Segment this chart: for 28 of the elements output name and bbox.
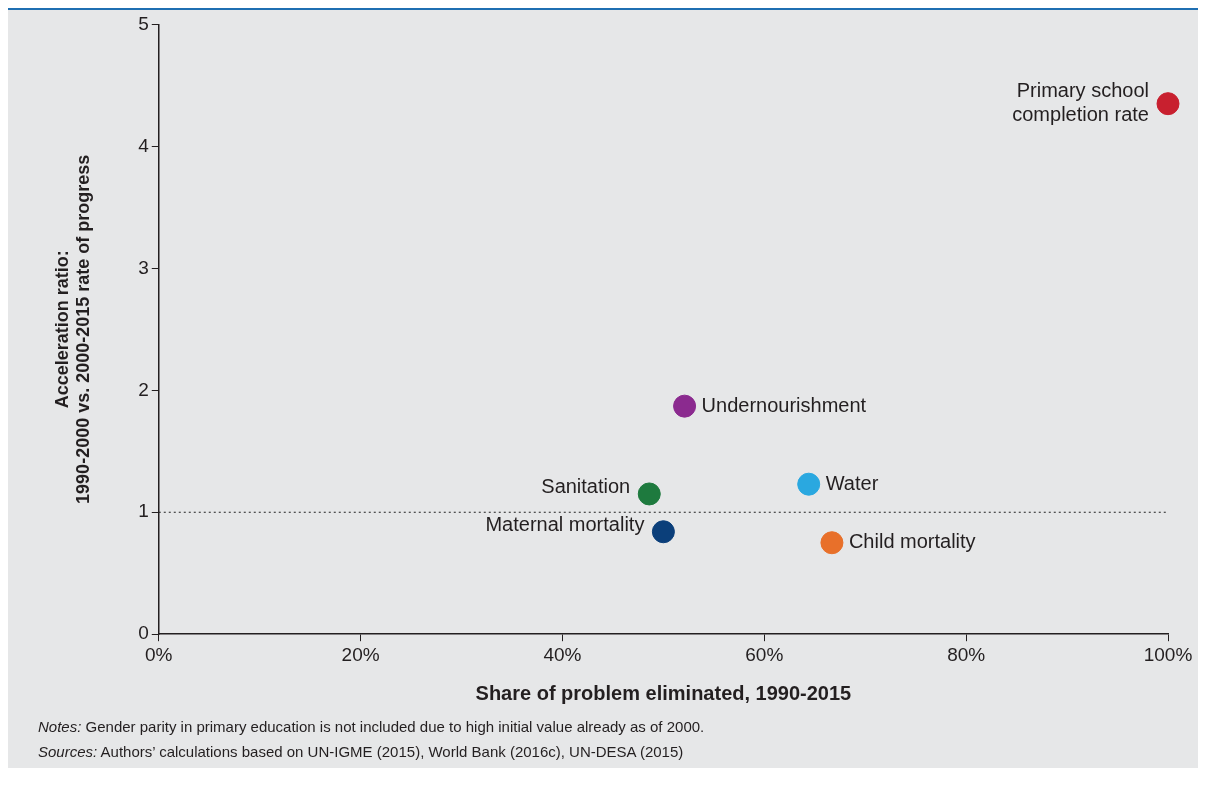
source-note: Sources: Authors’ calculations based on UN-IGME (2015), World Bank (2016c), UN-DESA (2015) [38,743,685,760]
annotation: Primary school completion rate [1012,79,1149,126]
annotation: Water [825,471,879,494]
point [797,472,821,496]
y-tick-label: 0 [138,622,149,644]
y-tick-label: 3 [138,256,149,278]
point [637,482,661,506]
x-tick-label: 80% [947,643,986,665]
x-tick-label: 0% [145,643,173,665]
point [651,520,675,544]
point [673,394,697,418]
x-tick-label: 100% [1143,643,1193,665]
text: Notes: Gender parity in primary education is not included due to high initial value already as of 2000. [38,718,706,735]
x-tick-label: 40% [543,643,582,665]
annotation: Sanitation [541,475,631,498]
y-tick-label: 5 [138,12,149,34]
point [820,531,844,555]
x-tick-label: 20% [341,643,380,665]
annotation: Undernourishment [701,393,867,416]
annotation: Child mortality [848,530,976,553]
x-axis-title: Share of problem eliminated, 1990-2015 [475,681,852,704]
annotation: Maternal mortality [485,513,645,536]
point [1156,92,1180,116]
x-tick-label: 60% [745,643,784,665]
y-axis-title: Acceleration ratio: 1990-2000 vs. 2000-2015 rate of progress [51,154,94,504]
y-tick-label: 4 [138,134,150,156]
y-tick-label: 2 [138,378,149,400]
y-tick-label: 1 [138,500,149,522]
